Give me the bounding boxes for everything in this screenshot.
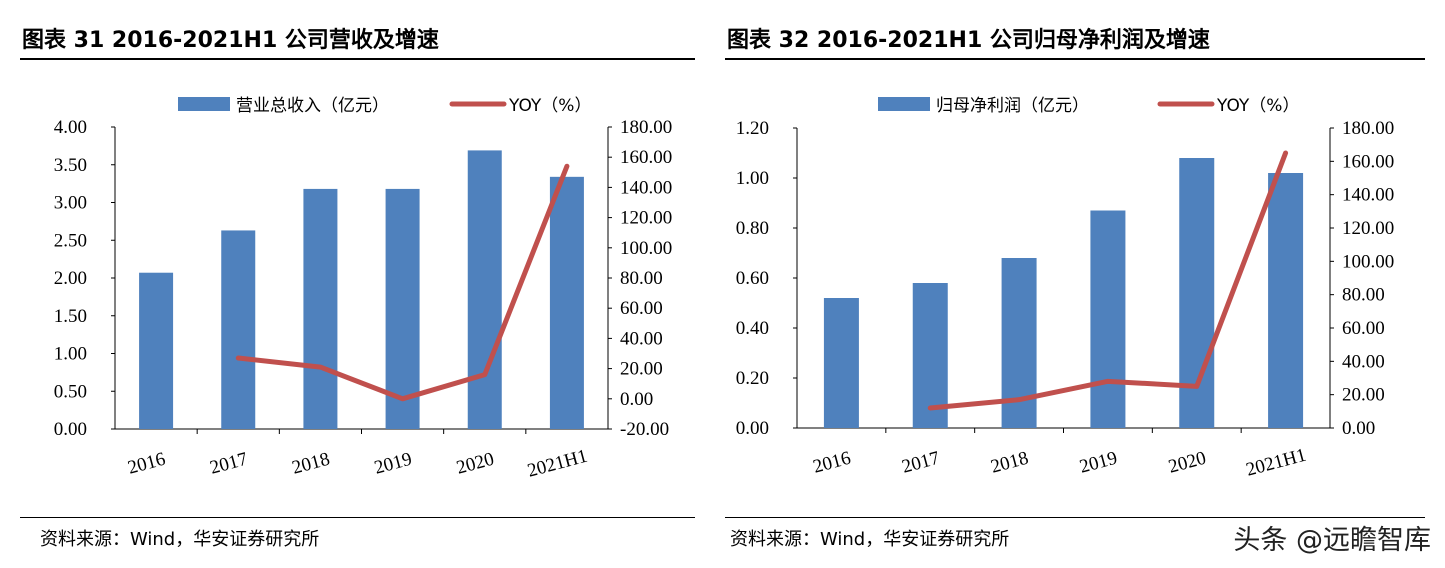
x-tick-label: 2017 [208,449,250,479]
bar-2019 [1090,210,1126,428]
y-left-tick-label: 2.00 [54,268,87,289]
y-right-tick-label: 140.00 [620,177,672,198]
legend-bar-label: 归母净利润（亿元） [936,96,1089,116]
y-right-tick-label: 120.00 [1342,218,1394,239]
legend-bar-swatch [178,97,230,111]
source-rule [20,517,695,518]
y-right-tick-label: 180.00 [620,117,672,138]
title-rule [20,58,695,60]
bar-2016 [823,298,859,428]
y-left-tick-label: 2.50 [54,230,87,251]
y-right-tick-label: 160.00 [620,147,672,168]
bar-2017 [221,230,256,429]
chart1-title: 图表 31 2016-2021H1 公司营收及增速 [22,28,439,53]
y-right-tick-label: 40.00 [620,328,663,349]
y-right-tick-label: 40.00 [1342,351,1385,372]
y-right-tick-label: 180.00 [1342,118,1394,139]
chart1-source: 资料来源：Wind，华安证券研究所 [40,529,320,550]
y-left-tick-label: 3.00 [54,193,87,214]
y-right-tick-label: 0.00 [620,389,653,410]
y-right-tick-label: 160.00 [1342,151,1394,172]
y-right-tick-label: 80.00 [1342,285,1385,306]
y-right-tick-label: 20.00 [1342,385,1385,406]
bar-2019 [385,188,420,429]
chart2-source: 资料来源：Wind，华安证券研究所 [730,529,1010,550]
y-right-tick-label: 60.00 [1342,318,1385,339]
bar-2020 [467,150,502,429]
y-right-tick-label: 20.00 [620,359,663,380]
y-left-tick-label: 0.60 [736,268,769,289]
legend-bar-label: 营业总收入（亿元） [236,96,389,116]
x-tick-label: 2018 [290,449,332,479]
y-left-tick-label: 4.00 [54,117,87,138]
source-rule [725,517,1425,518]
y-left-tick-label: 0.00 [54,419,87,440]
legend-line-label: YOY（%） [1216,96,1299,116]
profit-chart: 0.00 0.20 0.40 0.60 0.80 1.00 1.20 0.00 20.00 40.… [736,96,1395,481]
y-right-tick-label: 120.00 [620,208,672,229]
y-right-tick-label: 140.00 [1342,185,1394,206]
x-tick-label: 2018 [989,448,1031,478]
y-left-tick-label: 1.20 [736,118,769,139]
y-left-tick-label: 0.20 [736,368,769,389]
x-tick-label: 2017 [900,448,942,478]
y-left-tick-label: 1.00 [54,344,87,365]
y-left-tick-label: 0.40 [736,318,769,339]
x-tick-label: 2019 [372,449,414,479]
x-tick-label: 2016 [126,449,168,479]
watermark: 头条 @远瞻智库 [1233,525,1431,556]
y-left-tick-label: 0.00 [736,418,769,439]
bar-2016 [139,272,174,429]
revenue-chart: 0.00 0.50 1.00 1.50 2.00 2.50 3.00 3.50 4.00 -20.… [54,96,673,482]
bar-2021H1 [1268,173,1304,428]
x-tick-label: 2020 [1166,448,1208,478]
x-tick-label: 2016 [811,448,853,478]
bar-2017 [912,283,948,428]
y-left-tick-label: 3.50 [54,155,87,176]
x-tick-label: 2021H1 [525,446,590,482]
x-tick-label: 2021H1 [1244,445,1309,481]
y-left-tick-label: 0.80 [736,218,769,239]
title-rule [725,58,1425,60]
y-left-tick-label: 1.00 [736,168,769,189]
bar-2021H1 [549,176,584,429]
y-right-tick-label: 100.00 [1342,251,1394,272]
y-left-tick-label: 0.50 [54,381,87,402]
legend-bar-swatch [878,97,930,111]
bar-2018 [303,188,338,429]
legend-line-label: YOY（%） [508,96,591,116]
y-right-tick-label: 80.00 [620,268,663,289]
y-right-tick-label: -20.00 [620,419,669,440]
y-right-tick-label: 60.00 [620,298,663,319]
y-left-tick-label: 1.50 [54,306,87,327]
y-right-tick-label: 100.00 [620,238,672,259]
x-tick-label: 2019 [1077,448,1119,478]
y-right-tick-label: 0.00 [1342,418,1375,439]
chart2-title: 图表 32 2016-2021H1 公司归母净利润及增速 [727,28,1210,53]
x-tick-label: 2020 [454,449,496,479]
